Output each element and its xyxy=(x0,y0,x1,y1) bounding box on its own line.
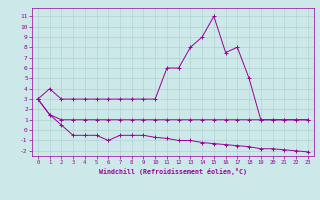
X-axis label: Windchill (Refroidissement éolien,°C): Windchill (Refroidissement éolien,°C) xyxy=(99,168,247,175)
